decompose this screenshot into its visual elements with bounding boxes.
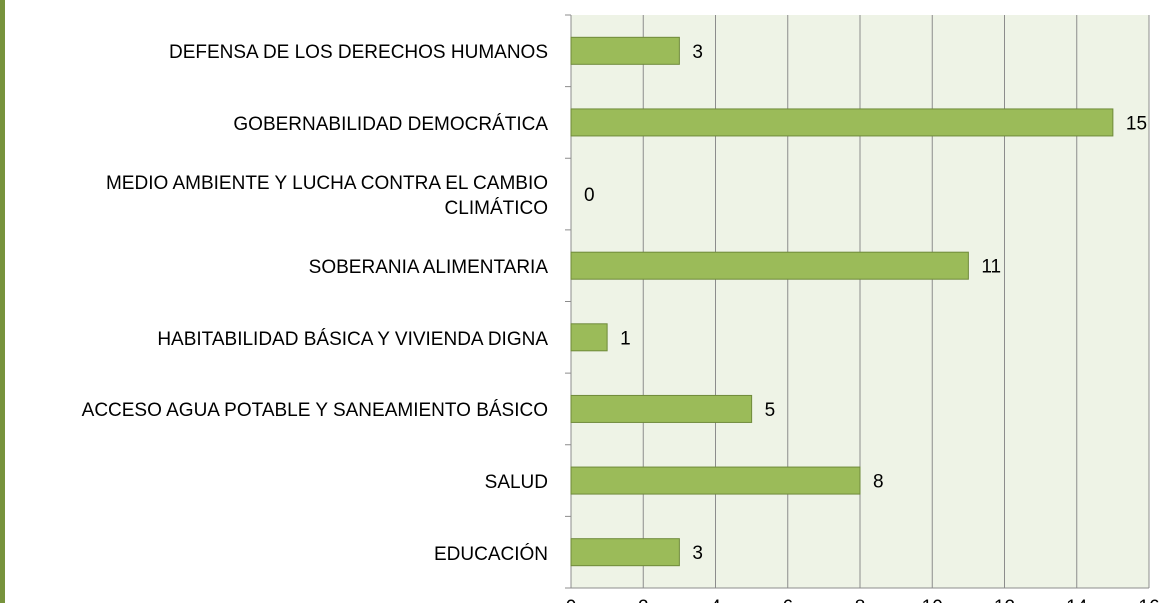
x-tick-label: 4: [710, 597, 721, 603]
bar: [570, 251, 969, 280]
left-border: [0, 0, 5, 603]
value-label: 3: [692, 543, 703, 564]
y-tick-label: DEFENSA DE LOS DERECHOS HUMANOS: [168, 42, 548, 64]
bar: [570, 538, 680, 567]
bar: [570, 36, 680, 65]
x-tick-label: 16: [1138, 597, 1159, 603]
y-tick-label: SOBERANIA ALIMENTARIA: [308, 257, 548, 279]
x-tick-label: 8: [855, 597, 866, 603]
x-tick-label: 10: [922, 597, 943, 603]
y-tick-label: MEDIO AMBIENTE Y LUCHA CONTRA EL CAMBIO …: [105, 173, 548, 220]
value-label: 3: [692, 42, 703, 63]
value-label: 15: [1126, 113, 1147, 134]
y-tick-label: HABITABILIDAD BÁSICA Y VIVIENDA DIGNA: [157, 328, 548, 350]
x-tick-label: 2: [638, 597, 649, 603]
x-tick-label: 12: [994, 597, 1015, 603]
bar: [570, 466, 861, 495]
x-tick-label: 6: [782, 597, 793, 603]
y-tick-label: GOBERNABILIDAD DEMOCRÁTICA: [233, 113, 548, 135]
x-tick-label: 0: [566, 597, 577, 603]
x-tick-label: 14: [1066, 597, 1088, 603]
value-label: 5: [765, 400, 776, 421]
bar: [570, 323, 608, 352]
value-label: 1: [620, 328, 631, 349]
bar: [570, 108, 1114, 137]
value-label: 11: [981, 257, 1001, 278]
value-label: 8: [873, 472, 884, 493]
y-tick-label: EDUCACIÓN: [433, 543, 548, 565]
y-tick-label: SALUD: [484, 472, 548, 494]
value-label: 0: [584, 185, 595, 206]
bar: [570, 394, 753, 423]
y-tick-label: ACCESO AGUA POTABLE Y SANEAMIENTO BÁSICO: [81, 400, 548, 422]
